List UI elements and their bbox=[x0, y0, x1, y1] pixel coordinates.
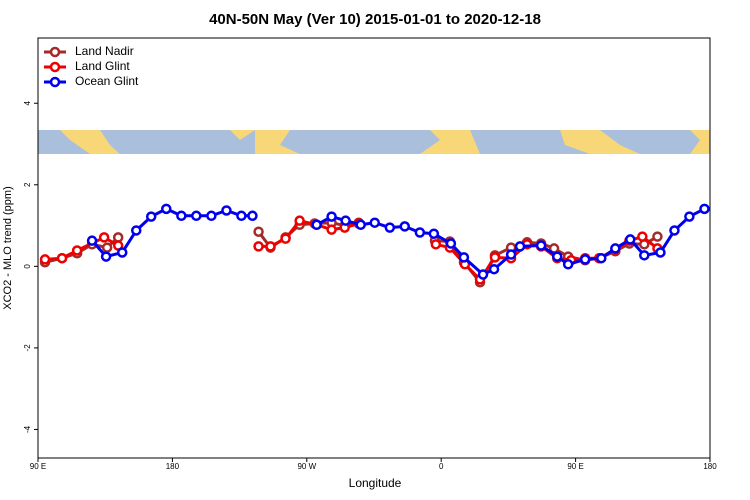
data-point bbox=[311, 219, 322, 231]
data-point bbox=[488, 263, 500, 275]
data-point bbox=[221, 205, 232, 216]
data-point bbox=[684, 211, 695, 222]
data-point bbox=[116, 247, 128, 258]
data-point bbox=[39, 254, 51, 265]
chart-title: 40N-50N May (Ver 10) 2015-01-01 to 2020-… bbox=[209, 11, 541, 28]
legend-label: Land Glint bbox=[75, 59, 130, 73]
x-tick-label: 0 bbox=[439, 462, 444, 471]
data-point bbox=[112, 232, 124, 243]
legend-marker bbox=[49, 61, 61, 73]
x-axis-label: Longitude bbox=[349, 476, 402, 490]
data-point bbox=[384, 222, 396, 233]
plot-frame bbox=[37, 37, 711, 459]
data-point bbox=[579, 254, 591, 265]
data-point bbox=[551, 251, 563, 262]
data-point bbox=[652, 231, 663, 242]
data-point bbox=[610, 243, 621, 254]
data-point bbox=[326, 224, 337, 235]
data-point bbox=[253, 226, 264, 237]
data-point bbox=[340, 215, 351, 226]
data-point bbox=[399, 221, 411, 232]
data-point bbox=[489, 252, 501, 263]
map-strip bbox=[38, 130, 710, 154]
x-tick-label: 90 E bbox=[30, 462, 46, 471]
data-point bbox=[247, 210, 258, 222]
y-tick-label: -2 bbox=[23, 344, 32, 352]
data-point bbox=[414, 227, 426, 238]
data-point bbox=[669, 225, 680, 236]
x-tick-label: 180 bbox=[166, 462, 180, 471]
y-tick-label: 0 bbox=[23, 264, 32, 269]
y-tick-label: 2 bbox=[23, 182, 32, 187]
data-point bbox=[191, 210, 202, 222]
data-point bbox=[161, 203, 172, 215]
data-point bbox=[176, 210, 187, 222]
legend-marker bbox=[49, 46, 61, 58]
data-point bbox=[265, 241, 276, 252]
data-point bbox=[56, 252, 68, 264]
data-point bbox=[655, 247, 666, 258]
data-point bbox=[253, 241, 264, 252]
data-point bbox=[326, 211, 337, 222]
y-axis-label: XCO2 - MLO trend (ppm) bbox=[2, 186, 14, 309]
data-point bbox=[637, 231, 648, 242]
legend-label: Ocean Glint bbox=[75, 74, 139, 88]
data-point bbox=[625, 234, 636, 245]
data-point bbox=[355, 219, 366, 231]
data-point bbox=[505, 249, 517, 260]
data-point bbox=[562, 259, 574, 270]
data-point bbox=[535, 240, 547, 251]
legend-marker bbox=[49, 76, 61, 88]
data-point bbox=[596, 252, 607, 264]
data-point bbox=[514, 241, 526, 252]
data-point bbox=[145, 211, 157, 222]
x-tick-label: 180 bbox=[703, 462, 717, 471]
data-point bbox=[458, 252, 470, 263]
data-point bbox=[71, 245, 83, 256]
data-point bbox=[100, 251, 112, 262]
y-tick-label: -4 bbox=[23, 425, 32, 433]
data-point bbox=[294, 215, 305, 226]
x-tick-label: 90 W bbox=[297, 462, 316, 471]
data-point bbox=[699, 203, 710, 215]
data-point bbox=[206, 210, 217, 222]
y-tick-label: 4 bbox=[23, 100, 32, 105]
data-point bbox=[428, 228, 440, 239]
data-point bbox=[639, 250, 650, 261]
data-point bbox=[86, 235, 98, 246]
data-point bbox=[101, 242, 113, 253]
data-point bbox=[445, 238, 457, 249]
data-point bbox=[280, 233, 291, 244]
data-point bbox=[477, 269, 489, 280]
data-point bbox=[369, 217, 380, 228]
legend-label: Land Nadir bbox=[75, 44, 134, 58]
x-tick-label: 90 E bbox=[567, 462, 583, 471]
data-point bbox=[430, 239, 442, 250]
data-point bbox=[236, 210, 247, 222]
data-point bbox=[98, 232, 110, 243]
data-point bbox=[131, 225, 142, 236]
